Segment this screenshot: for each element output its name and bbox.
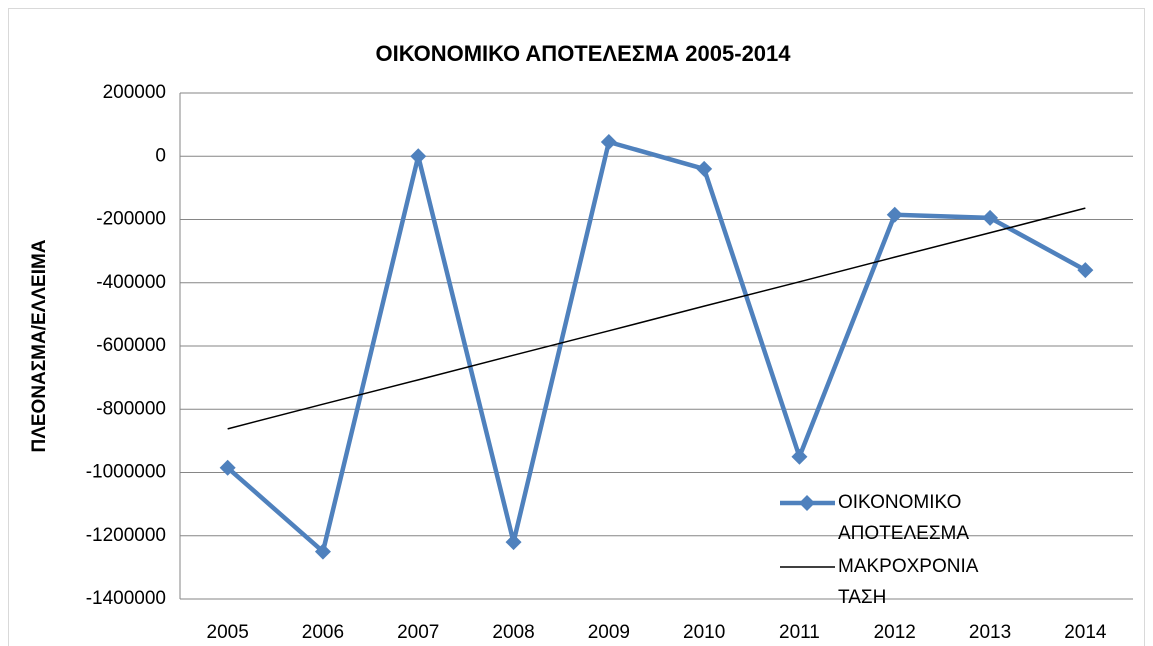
x-tick-label: 2008 — [492, 622, 534, 643]
legend-label: ΜΑΚΡΟΧΡΟΝΙΑ ΤΑΣΗ — [838, 556, 978, 608]
y-tick-label: 0 — [155, 145, 166, 166]
x-tick-label: 2010 — [683, 622, 725, 643]
y-tick-label: -800000 — [96, 398, 166, 419]
data-point — [791, 448, 808, 465]
y-tick-label: 200000 — [103, 82, 166, 103]
series-line — [226, 139, 1087, 554]
x-tick-label: 2014 — [1064, 622, 1107, 643]
y-tick-label: -200000 — [96, 209, 166, 230]
series-line — [227, 207, 1086, 430]
y-tick-label: -400000 — [96, 272, 166, 293]
data-point — [410, 148, 427, 165]
data-point — [982, 209, 999, 226]
chart-border — [8, 8, 1145, 646]
chart-title: ΟΙΚΟΝΟΜΙΚΟ ΑΠΟΤΕΛΕΣΜΑ 2005-2014 — [375, 41, 791, 66]
y-axis-label: ΠΛΕΟΝΑΣΜΑ/ΕΛΛΕΙΜΑ — [29, 239, 50, 452]
data-point — [219, 459, 236, 476]
data-point — [314, 543, 331, 560]
x-tick-label: 2013 — [969, 622, 1011, 643]
x-tick-label: 2006 — [302, 622, 344, 643]
y-tick-label: -600000 — [96, 335, 166, 356]
x-tick-label: 2012 — [874, 622, 916, 643]
y-tick-label: -1000000 — [86, 462, 166, 483]
data-point — [1077, 262, 1094, 279]
x-tick-label: 2009 — [588, 622, 630, 643]
y-tick-label: -1200000 — [86, 525, 166, 546]
y-tick-label: -1400000 — [86, 588, 166, 609]
legend-marker — [799, 495, 815, 511]
data-point — [600, 134, 617, 151]
data-point — [886, 206, 903, 223]
data-point — [505, 534, 522, 551]
x-tick-label: 2005 — [207, 622, 249, 643]
data-point — [696, 160, 713, 177]
legend-label: ΟΙΚΟΝΟΜΙΚΟ ΑΠΟΤΕΛΕΣΜΑ — [838, 492, 970, 544]
x-tick-label: 2007 — [397, 622, 439, 643]
x-tick-label: 2011 — [779, 622, 820, 643]
